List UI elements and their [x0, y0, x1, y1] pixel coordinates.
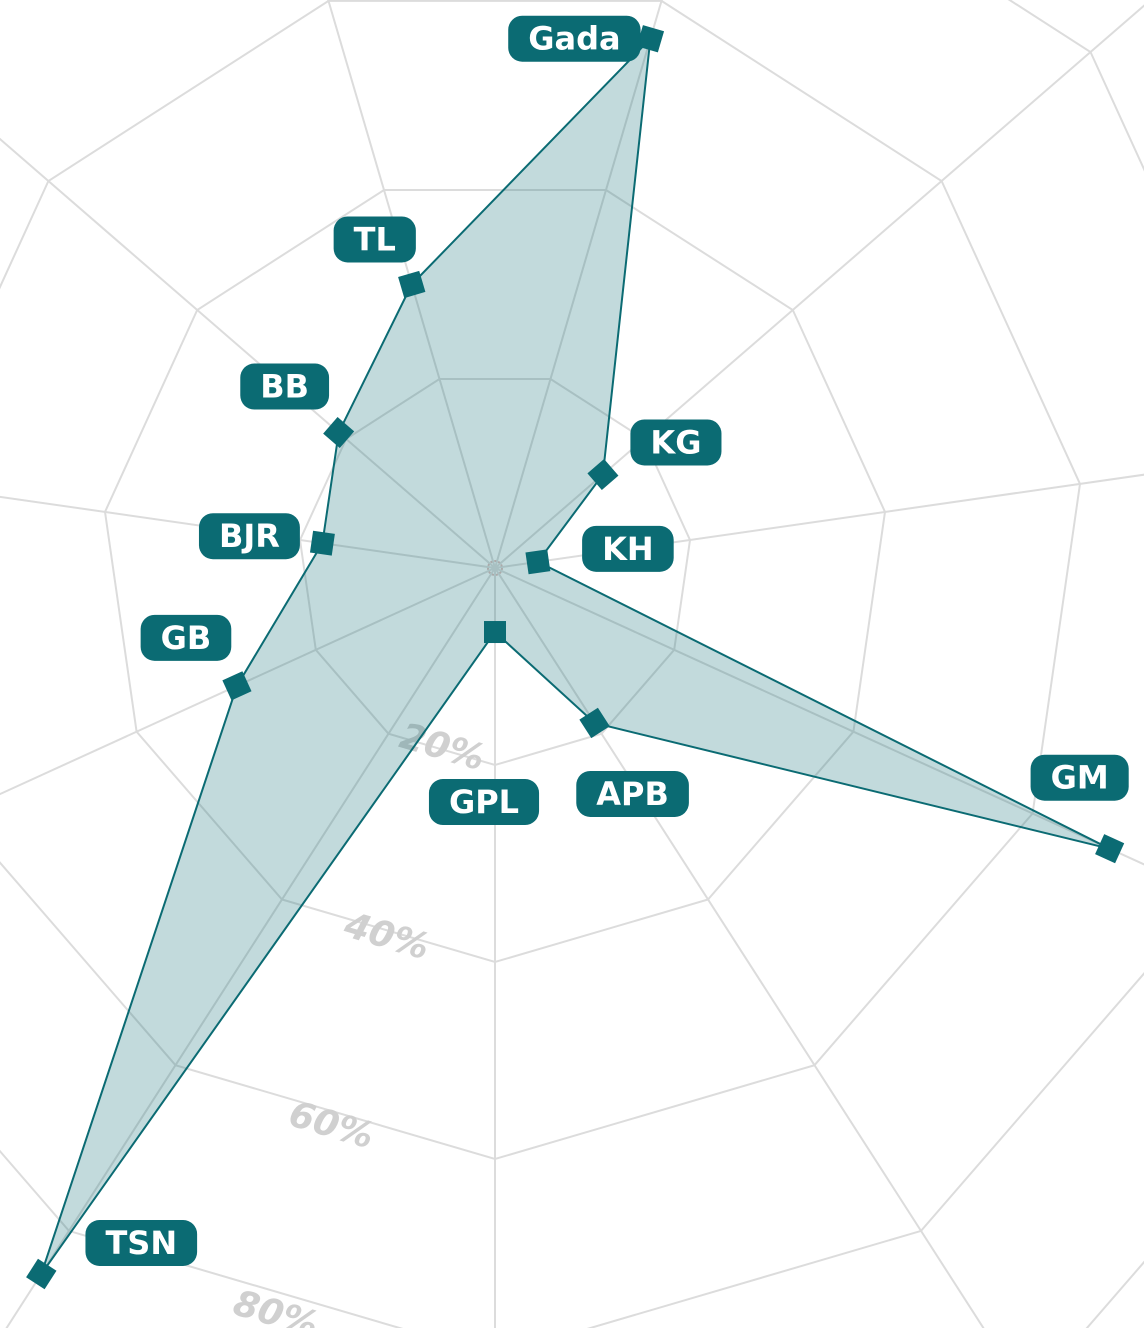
category-label: TL: [354, 220, 396, 258]
category-label: TSN: [105, 1224, 177, 1262]
y-tick-label: 40%: [339, 904, 434, 968]
badge-bg: [1030, 754, 1129, 801]
category-badge: BJR: [198, 513, 300, 560]
badge-bg: [333, 216, 416, 263]
category-badge: KG: [630, 419, 722, 466]
category-badge: TSN: [85, 1219, 198, 1266]
data-marker: [1095, 834, 1125, 864]
data-marker: [398, 270, 426, 299]
badge-bg: [630, 419, 722, 466]
axis-spoke: [494, 0, 663, 569]
category-label: GPL: [449, 783, 519, 821]
category-label: BJR: [219, 517, 280, 555]
category-badge: KH: [582, 525, 674, 572]
axis-spoke: [494, 567, 1144, 866]
grid-ring: [0, 0, 1082, 1161]
category-badge: GPL: [428, 779, 540, 826]
grid-ring: [103, 189, 887, 964]
category-badge: GM: [1030, 754, 1129, 801]
category-label: Gada: [528, 20, 620, 58]
badge-bg: [140, 614, 232, 661]
axis-spoke: [327, 0, 496, 569]
grid-ring: [298, 378, 692, 767]
badge-bg: [85, 1219, 198, 1266]
axis-spoke: [494, 4, 1144, 569]
category-label: KG: [650, 423, 701, 461]
data-marker: [636, 25, 665, 53]
category-badge: BB: [240, 363, 330, 410]
y-tick-label: 80%: [229, 1283, 323, 1328]
badge-bg: [240, 363, 330, 410]
category-badge: TL: [333, 216, 416, 263]
category-label: BB: [260, 368, 309, 406]
axis-spoke: [0, 567, 496, 796]
category-badge: APB: [576, 770, 689, 817]
category-label: GM: [1051, 759, 1109, 797]
badge-bg: [508, 15, 641, 62]
category-badge: GB: [140, 614, 232, 661]
data-marker: [222, 671, 252, 701]
data-marker: [323, 417, 355, 449]
data-marker: [525, 549, 551, 575]
y-tick-label: 60%: [284, 1094, 378, 1158]
center-dot: [487, 560, 503, 576]
category-label: APB: [596, 775, 669, 813]
category-label: KH: [602, 530, 654, 568]
data-marker: [587, 458, 619, 490]
axis-spoke: [5, 567, 496, 1328]
badge-bg: [576, 770, 689, 817]
data-marker: [26, 1258, 57, 1290]
badge-bg: [428, 779, 540, 826]
category-label: GB: [161, 619, 212, 657]
data-marker: [309, 530, 335, 556]
badge-bg: [582, 525, 674, 572]
data-marker: [484, 621, 506, 644]
category-badge: Gada: [508, 15, 641, 62]
axis-spoke: [494, 473, 1144, 569]
badge-bg: [198, 513, 300, 560]
data-area: [40, 35, 1111, 1275]
data-marker: [579, 707, 610, 739]
